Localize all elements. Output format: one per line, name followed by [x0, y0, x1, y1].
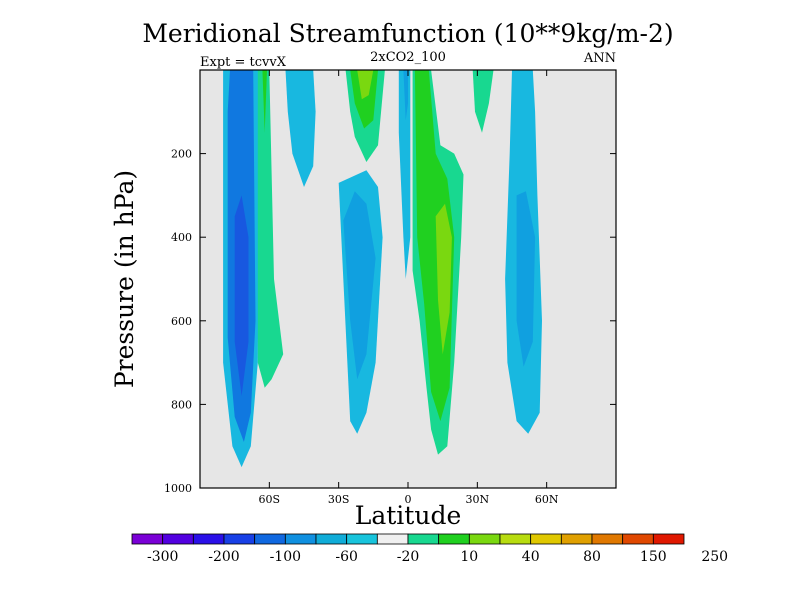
- colorbar-label-8: 150: [640, 549, 667, 565]
- contour-region-3: [257, 70, 284, 388]
- y-tick-label-3: 800: [171, 398, 192, 411]
- colorbar-label-2: -100: [270, 549, 301, 565]
- y-tick-label-4: 1000: [164, 482, 192, 495]
- colorbar-box-8: [376, 533, 409, 545]
- contour-region-2: [234, 195, 249, 396]
- contour-region-12: [403, 70, 408, 121]
- contour-region-4: [262, 70, 267, 133]
- contour-region-5: [285, 70, 316, 187]
- x-tick-label-3: 30N: [466, 493, 490, 506]
- colorbar-box-14: [560, 533, 593, 545]
- chart-subtitle-left: Expt = tcvvX: [200, 55, 287, 70]
- y-tick-label-0: 200: [171, 148, 192, 161]
- x-tick-label-2: 0: [405, 493, 412, 506]
- y-tick-label-1: 400: [171, 231, 192, 244]
- colorbar-label-1: -200: [208, 549, 239, 565]
- chart-subtitle-right: ANN: [583, 51, 616, 66]
- y-axis-label: Pressure (in hPa): [110, 170, 139, 388]
- colorbar-box-7: [346, 533, 378, 545]
- contour-region-10: [357, 70, 374, 100]
- colorbar-box-1: [162, 533, 194, 545]
- colorbar-label-6: 40: [522, 549, 540, 565]
- colorbar-label-0: -300: [147, 549, 178, 565]
- colorbar-box-12: [499, 533, 532, 545]
- colorbar-label-5: 10: [460, 549, 478, 565]
- colorbar-box-11: [468, 533, 501, 545]
- chart-subtitle-center: 2xCO2_100: [370, 50, 446, 65]
- x-tick-label-0: 60S: [259, 493, 281, 506]
- colorbar-label-4: -20: [397, 549, 420, 565]
- colorbar-box-16: [622, 533, 654, 545]
- x-axis-label: Latitude: [355, 501, 462, 530]
- x-axis-ticks: 60S 30S 0 30N 60N: [259, 70, 559, 506]
- colorbar-box-4: [254, 533, 286, 545]
- colorbar-box-15: [591, 533, 624, 545]
- contour-region-15: [435, 203, 452, 355]
- x-tick-label-4: 60N: [535, 493, 559, 506]
- contour-fills: [223, 70, 542, 468]
- y-axis-ticks: 200 400 600 800 1000: [164, 148, 616, 495]
- chart-title: Meridional Streamfunction (10**9kg/m-2): [142, 19, 673, 48]
- colorbar-label-3: -60: [335, 549, 358, 565]
- colorbar-label-9: 250: [701, 549, 728, 565]
- contour-region-16: [472, 70, 494, 133]
- colorbar-labels: -300 -200 -100 -60 -20 10 40 80 150 250: [147, 549, 728, 565]
- colorbar-box-3: [223, 533, 256, 545]
- colorbar-box-5: [284, 533, 317, 545]
- contour-region-18: [516, 191, 536, 367]
- contour-region-11: [398, 70, 411, 279]
- colorbar-box-2: [192, 533, 225, 545]
- colorbar-box-0: [131, 533, 164, 545]
- colorbar-label-7: 80: [583, 549, 601, 565]
- colorbar: [131, 533, 685, 545]
- y-tick-label-2: 600: [171, 315, 192, 328]
- contour-region-7: [343, 191, 376, 380]
- colorbar-box-17: [652, 533, 685, 545]
- colorbar-box-13: [530, 533, 562, 545]
- colorbar-box-9: [407, 533, 440, 545]
- colorbar-box-6: [315, 533, 348, 545]
- contour-region-9: [350, 70, 378, 129]
- x-tick-label-1: 30S: [328, 493, 350, 506]
- colorbar-box-10: [438, 533, 470, 545]
- plot-area: 60S 30S 0 30N 60N 200 400 600 800 1000: [164, 69, 617, 506]
